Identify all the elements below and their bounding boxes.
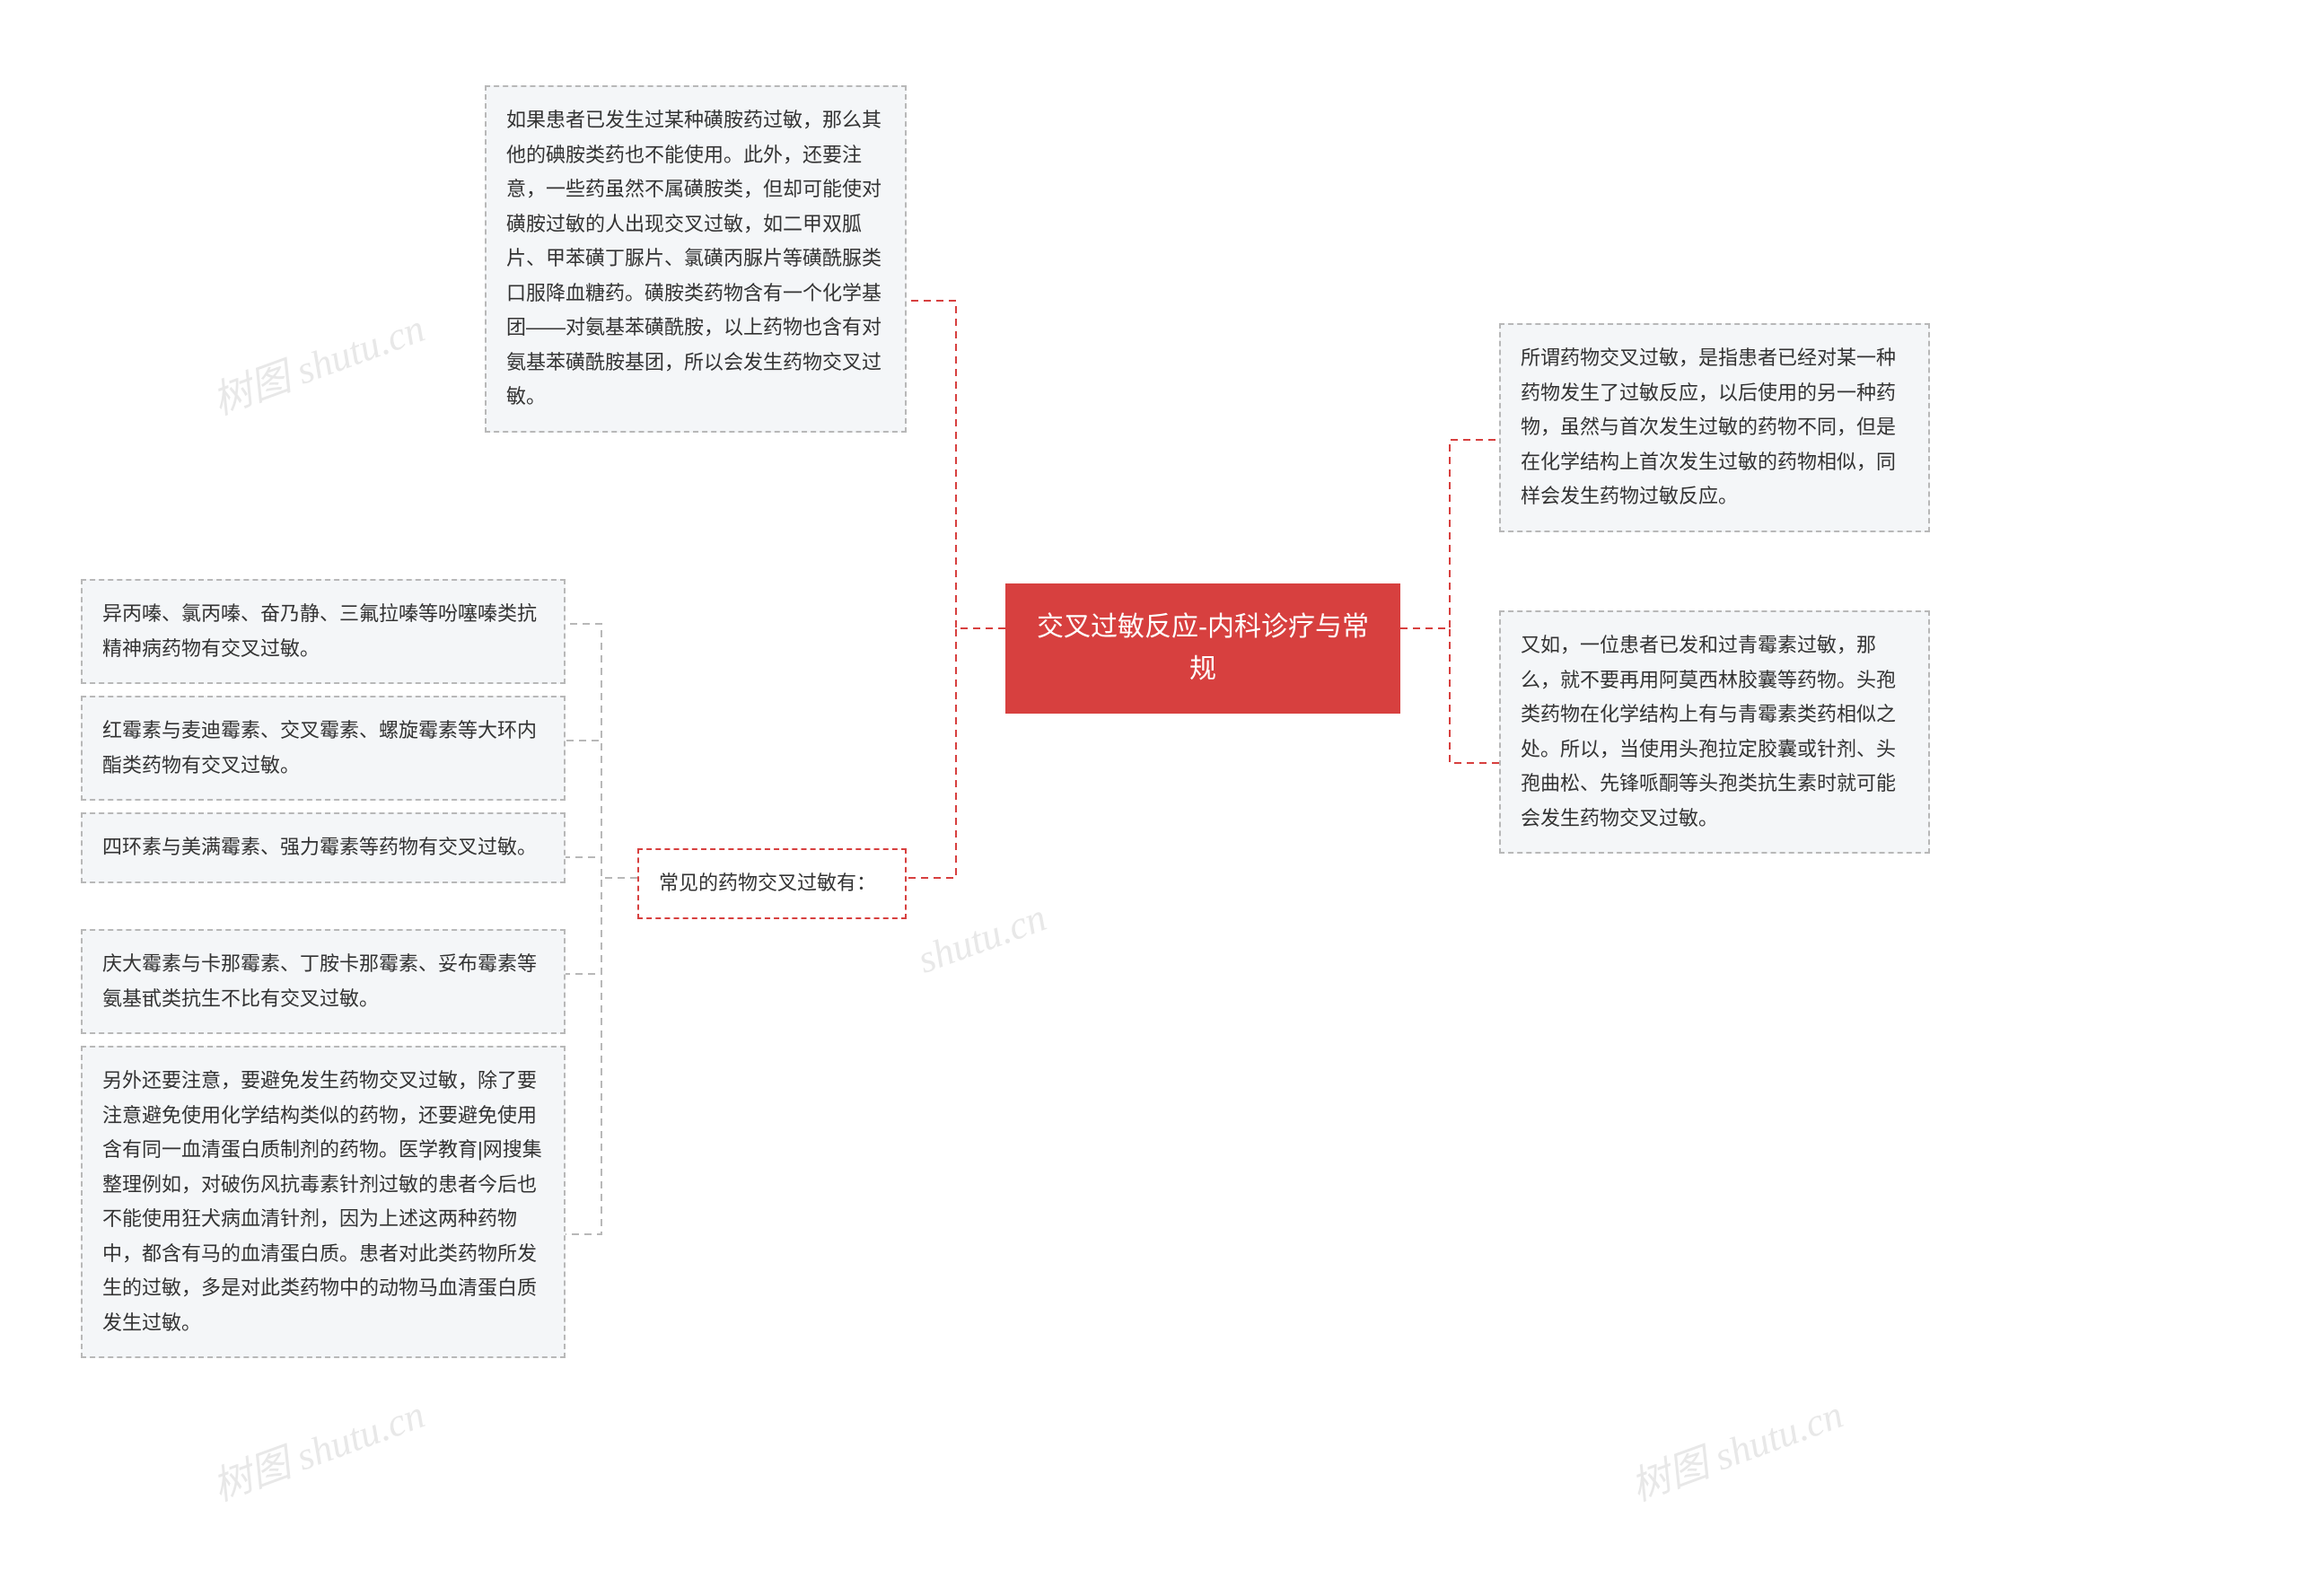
leaf-text: 四环素与美满霉素、强力霉素等药物有交叉过敏。	[102, 836, 537, 858]
right-leaf-example: 又如，一位患者已发和过青霉素过敏，那么，就不要再用阿莫西林胶囊等药物。头孢类药物…	[1499, 610, 1930, 854]
leaf-text: 红霉素与麦迪霉素、交叉霉素、螺旋霉素等大环内酯类药物有交叉过敏。	[102, 719, 537, 776]
watermark: 树图 shutu.cn	[204, 296, 432, 426]
child-tetracycline: 四环素与美满霉素、强力霉素等药物有交叉过敏。	[81, 812, 566, 883]
watermark: 树图 shutu.cn	[204, 1382, 432, 1513]
left-secondary-common: 常见的药物交叉过敏有：	[637, 848, 907, 919]
leaf-text: 如果患者已发生过某种磺胺药过敏，那么其他的碘胺类药也不能使用。此外，还要注意，一…	[506, 109, 881, 408]
secondary-text: 常见的药物交叉过敏有：	[659, 872, 876, 894]
mindmap-container: 树图 shutu.cn 树图 shutu.cn shutu.cn 树图 shut…	[0, 0, 2298, 1596]
child-macrolide: 红霉素与麦迪霉素、交叉霉素、螺旋霉素等大环内酯类药物有交叉过敏。	[81, 696, 566, 801]
leaf-text: 又如，一位患者已发和过青霉素过敏，那么，就不要再用阿莫西林胶囊等药物。头孢类药物…	[1521, 634, 1896, 829]
leaf-text: 所谓药物交叉过敏，是指患者已经对某一种药物发生了过敏反应，以后使用的另一种药物，…	[1521, 346, 1896, 507]
center-title: 交叉过敏反应-内科诊疗与常规	[1037, 612, 1369, 684]
right-leaf-definition: 所谓药物交叉过敏，是指患者已经对某一种药物发生了过敏反应，以后使用的另一种药物，…	[1499, 323, 1930, 532]
child-serum-protein: 另外还要注意，要避免发生药物交叉过敏，除了要注意避免使用化学结构类似的药物，还要…	[81, 1046, 566, 1358]
leaf-text: 异丙嗪、氯丙嗪、奋乃静、三氟拉嗪等吩噻嗪类抗精神病药物有交叉过敏。	[102, 602, 537, 660]
watermark: shutu.cn	[912, 894, 1052, 983]
leaf-text: 庆大霉素与卡那霉素、丁胺卡那霉素、妥布霉素等氨基甙类抗生不比有交叉过敏。	[102, 952, 537, 1010]
center-node: 交叉过敏反应-内科诊疗与常规	[1005, 583, 1400, 714]
child-aminoglycoside: 庆大霉素与卡那霉素、丁胺卡那霉素、妥布霉素等氨基甙类抗生不比有交叉过敏。	[81, 929, 566, 1034]
child-phenothiazine: 异丙嗪、氯丙嗪、奋乃静、三氟拉嗪等吩噻嗪类抗精神病药物有交叉过敏。	[81, 579, 566, 684]
watermark: 树图 shutu.cn	[1622, 1382, 1850, 1513]
leaf-text: 另外还要注意，要避免发生药物交叉过敏，除了要注意避免使用化学结构类似的药物，还要…	[102, 1069, 542, 1334]
left-leaf-sulfa: 如果患者已发生过某种磺胺药过敏，那么其他的碘胺类药也不能使用。此外，还要注意，一…	[485, 85, 907, 433]
